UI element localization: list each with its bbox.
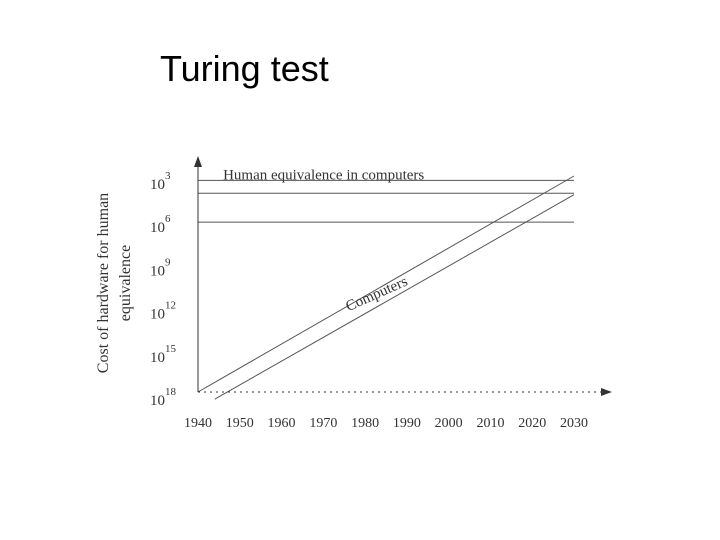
y-tick-label: 1012 [150, 300, 176, 323]
x-tick-label: 2000 [435, 416, 463, 431]
x-tick-label: 1990 [393, 416, 421, 431]
annotations: Computers [344, 274, 411, 315]
y-axis-label-line: Cost of hardware for human [95, 193, 112, 373]
series-line [197, 175, 575, 393]
y-tick-labels: 103 106 109 1012 1015 1018 [150, 170, 177, 409]
reference-line-label: Human equivalence in computers [223, 167, 424, 183]
y-axis-arrow [194, 156, 202, 167]
series-lines [197, 175, 575, 400]
axes [194, 156, 612, 396]
y-tick-label: 103 [150, 170, 171, 193]
x-tick-label: 2030 [560, 416, 588, 431]
y-tick-label: 109 [150, 256, 171, 279]
y-axis-label-line: equivalence [117, 245, 134, 321]
x-tick-label: 1980 [351, 416, 379, 431]
x-tick-label: 2020 [518, 416, 546, 431]
x-tick-labels: 1940 1950 1960 1970 1980 1990 2000 2010 2020 2030 [184, 416, 588, 431]
x-tick-label: 1970 [309, 416, 337, 431]
x-tick-label: 1940 [184, 416, 212, 431]
x-tick-label: 1960 [268, 416, 296, 431]
y-tick-label: 1015 [150, 343, 177, 366]
series-annotation: Computers [344, 274, 411, 315]
x-tick-label: 2010 [476, 416, 504, 431]
y-tick-label: 106 [150, 213, 171, 236]
series-line [214, 194, 575, 400]
reference-lines: Human equivalence in computers [198, 167, 574, 223]
y-axis-label: Cost of hardware for human equivalence [95, 193, 134, 373]
x-axis-arrow [601, 388, 612, 396]
y-tick-label: 1018 [150, 386, 177, 409]
x-tick-label: 1950 [226, 416, 254, 431]
slide-title: Turing test [160, 48, 329, 89]
